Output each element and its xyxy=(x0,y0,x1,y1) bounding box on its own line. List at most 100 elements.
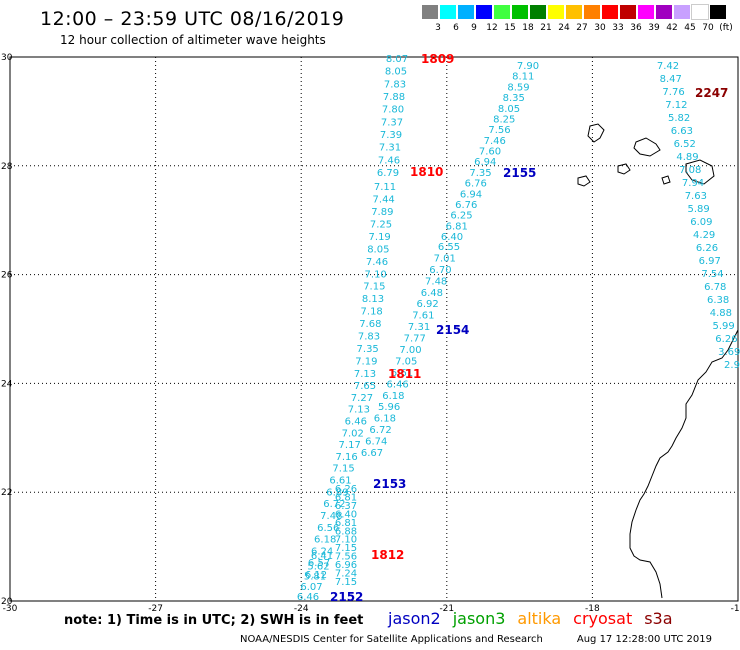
lat-tick-label: 24 xyxy=(1,379,13,389)
wave-height-value: 7.25 xyxy=(370,219,392,230)
wave-height-value: 7.48 xyxy=(425,276,447,287)
wave-height-value: 7.77 xyxy=(404,334,426,345)
wave-height-value: 7.35 xyxy=(357,344,379,355)
lon-tick-label: -21 xyxy=(439,604,454,614)
wave-height-value: 7.16 xyxy=(335,452,357,463)
wave-height-value: 7.61 xyxy=(412,311,434,322)
wave-height-value: 7.65 xyxy=(354,381,376,392)
wave-height-value: 7.02 xyxy=(342,428,364,439)
color-scale-label: 39 xyxy=(648,23,660,33)
page-title: 12:00 – 23:59 UTC 08/16/2019 xyxy=(40,8,345,30)
wave-height-value: 8.13 xyxy=(362,294,384,305)
color-swatch xyxy=(494,5,510,19)
wave-height-value: 6.72 xyxy=(369,425,391,436)
wave-height-value: 6.40 xyxy=(441,232,463,243)
footer-timestamp: Aug 17 12:28:00 UTC 2019 xyxy=(576,634,713,645)
legend-item-cryosat: cryosat xyxy=(573,609,633,628)
color-swatch xyxy=(548,5,564,19)
wave-height-value: 6.97 xyxy=(699,256,721,267)
wave-height-value: 5.62 xyxy=(307,561,329,572)
wave-height-value: 7.24 xyxy=(335,569,357,580)
pass-label: 1810 xyxy=(410,165,443,179)
wave-height-value: 3.69 xyxy=(718,347,740,358)
wave-height-value: 7.46 xyxy=(484,136,506,147)
wave-height-value: 7.80 xyxy=(382,105,404,116)
color-swatch xyxy=(458,5,474,19)
wave-height-value: 7.13 xyxy=(354,369,376,380)
axis-ticks: -30 -27 -24 -21 -18 -15 30 28 26 24 22 20 xyxy=(1,53,740,614)
wave-height-value: 4.29 xyxy=(693,230,715,241)
wave-height-value: 6.72 xyxy=(323,499,345,510)
wave-height-value: 6.76 xyxy=(455,200,477,211)
wave-height-value: 6.26 xyxy=(335,484,357,495)
color-scale-label: 30 xyxy=(594,23,606,33)
wave-height-value: 7.19 xyxy=(355,357,377,368)
wave-height-value: 6.81 xyxy=(446,221,468,232)
lon-tick-label: -18 xyxy=(585,604,600,614)
color-scale-label: 33 xyxy=(612,23,624,33)
wave-height-value: 7.19 xyxy=(369,232,391,243)
color-swatch xyxy=(530,5,546,19)
color-swatch xyxy=(620,5,636,19)
wave-height-value: 7.76 xyxy=(662,87,684,98)
wave-height-value: 6.78 xyxy=(704,282,726,293)
island-small xyxy=(661,175,671,185)
wave-height-value: 7.12 xyxy=(665,100,687,111)
wave-height-value: 7.37 xyxy=(381,117,403,128)
wave-height-value: 7.15 xyxy=(335,543,357,554)
color-swatch xyxy=(656,5,672,19)
color-scale-label: 12 xyxy=(486,23,498,33)
wave-height-value: 8.05 xyxy=(385,67,407,78)
pass-label: 2152 xyxy=(330,590,363,604)
color-scale-label: 9 xyxy=(471,23,477,33)
wave-height-value: 8.35 xyxy=(503,93,525,104)
wave-height-value: 7.10 xyxy=(365,269,387,280)
wave-height-value: 7.44 xyxy=(373,194,395,205)
lat-tick-label: 20 xyxy=(1,597,13,607)
wave-height-value: 7.01 xyxy=(434,253,456,264)
wave-height-value: 6.25 xyxy=(450,211,472,222)
pass-label: 1811 xyxy=(388,367,421,381)
africa-coastline xyxy=(629,329,739,599)
wave-height-value: 7.35 xyxy=(469,168,491,179)
altimeter-tracks: 8.078.057.837.887.807.377.397.317.466.79… xyxy=(297,54,740,603)
color-scale-label: 6 xyxy=(453,23,459,33)
wave-height-value: 7.42 xyxy=(657,61,679,72)
wave-height-value: 6.81 xyxy=(335,492,357,503)
lat-tick-label: 28 xyxy=(1,162,13,172)
color-swatch xyxy=(710,5,726,19)
wave-height-value: 7.94 xyxy=(682,178,704,189)
legend-note: note: 1) Time is in UTC; 2) SWH is in fe… xyxy=(64,613,364,628)
wave-height-value: 7.15 xyxy=(363,282,385,293)
wave-height-value: 6.79 xyxy=(377,168,399,179)
pass-label: 2153 xyxy=(373,477,406,491)
wave-height-value: 6.18 xyxy=(314,535,336,546)
wave-height-value: 6.57 xyxy=(308,558,330,569)
wave-height-value: 7.60 xyxy=(479,147,501,158)
wave-height-value: 6.67 xyxy=(361,448,383,459)
wave-height-value: 7.31 xyxy=(408,322,430,333)
wave-height-value: 7.31 xyxy=(379,143,401,154)
wave-height-value: 4.88 xyxy=(710,308,732,319)
color-swatch xyxy=(674,5,690,19)
lon-tick-label: -30 xyxy=(3,604,18,614)
wave-height-value: 8.59 xyxy=(507,82,529,93)
color-scale-label: (ft) xyxy=(719,23,733,33)
wave-height-value: 6.76 xyxy=(465,179,487,190)
legend-item-jason2: jason2 xyxy=(388,609,441,628)
wave-height-value: 2.9 xyxy=(724,360,740,371)
wave-height-value: 6.46 xyxy=(297,592,319,603)
wave-height-value: 7.15 xyxy=(335,577,357,588)
wave-height-value: 5.89 xyxy=(687,204,709,215)
island-tenerife xyxy=(633,137,661,157)
lat-tick-label: 30 xyxy=(1,53,13,63)
wave-height-value: 7.00 xyxy=(399,345,421,356)
wave-height-value: 6.09 xyxy=(690,217,712,228)
wave-height-value: 7.56 xyxy=(335,552,357,563)
wave-height-value: 7.17 xyxy=(339,440,361,451)
wave-height-value: 7.48 xyxy=(320,511,342,522)
wave-height-value: 6.46 xyxy=(387,379,409,390)
wave-height-value: 6.96 xyxy=(335,560,357,571)
wave-height-value: 7.10 xyxy=(335,535,357,546)
wave-height-value: 4.89 xyxy=(676,152,698,163)
